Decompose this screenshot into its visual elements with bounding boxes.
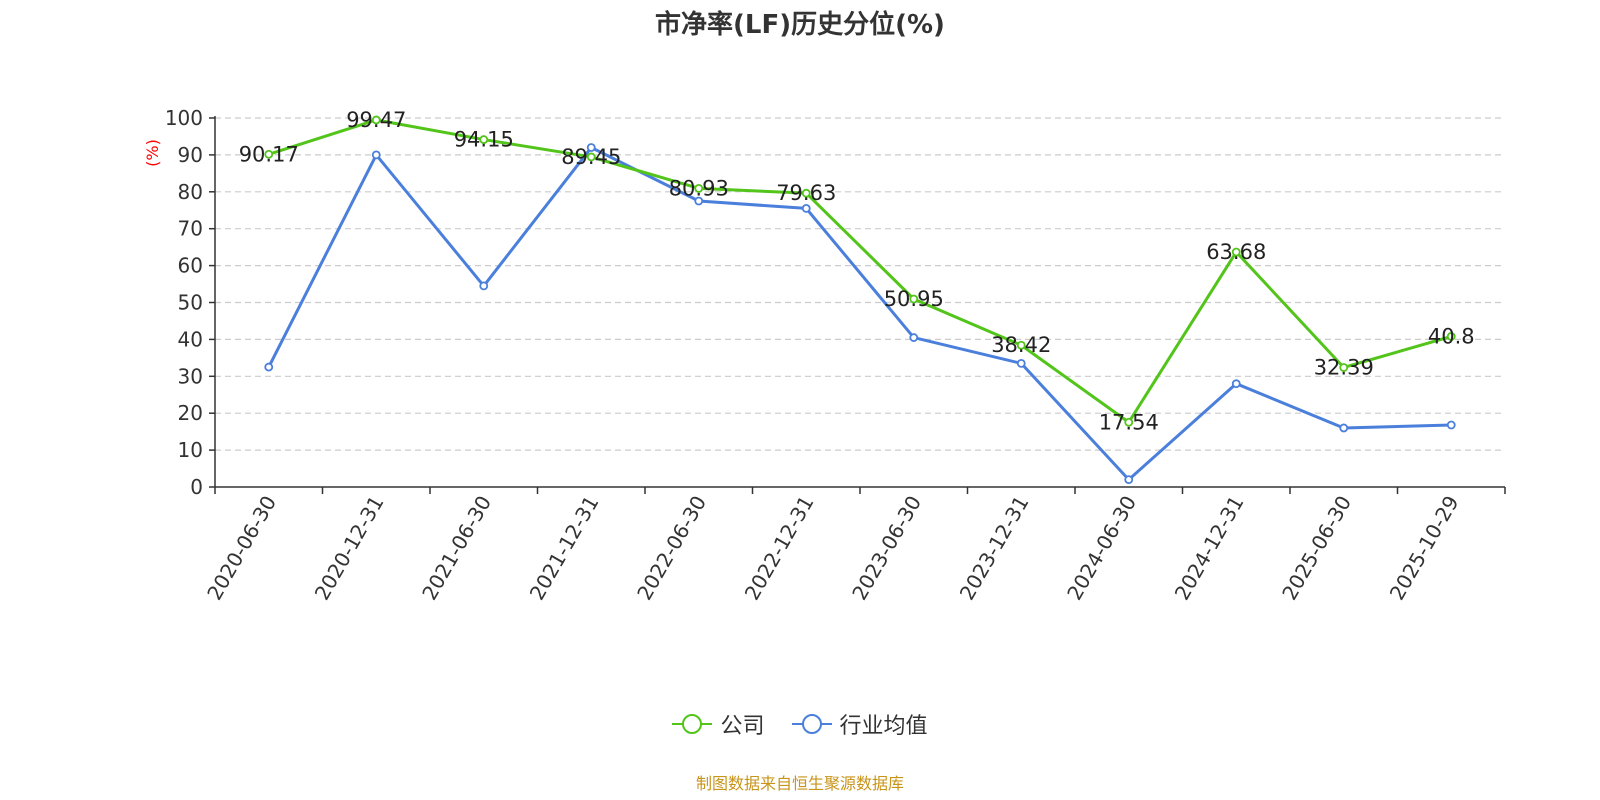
data-label-company-2022-12-31: 79.63 — [776, 181, 836, 205]
data-label-company-2025-06-30: 32.39 — [1314, 355, 1374, 379]
data-point-industry-2025-10-29 — [1446, 420, 1456, 430]
legend-industry-marker-icon — [791, 714, 832, 734]
data-point-industry-2023-06-30 — [909, 333, 919, 342]
y-tick-label-20: 20 — [178, 401, 203, 425]
legend-label-industry: 行业均值 — [839, 714, 928, 739]
data-point-company-2021-06-30 — [479, 135, 489, 144]
data-label-company-2021-06-30: 94.15 — [454, 128, 514, 152]
data-label-company-2025-10-29: 40.8 — [1428, 324, 1475, 348]
data-point-company-2022-12-31 — [801, 188, 811, 198]
x-tick-label-2020-06-30: 2020-06-30 — [202, 492, 281, 605]
series-line-industry — [267, 146, 1452, 482]
data-point-company-2024-12-31 — [1231, 247, 1241, 257]
data-point-industry-2024-06-30 — [1124, 475, 1134, 485]
legend: 公司 行业均值 — [0, 708, 1600, 742]
grid-layer — [215, 117, 1505, 451]
y-tick-label-90: 90 — [178, 143, 203, 167]
x-tick-label-2022-12-31: 2022-12-31 — [740, 492, 819, 605]
data-point-industry-2024-12-31 — [1231, 379, 1241, 389]
y-tick-label-50: 50 — [178, 291, 203, 315]
x-tick-label-2024-12-31: 2024-12-31 — [1170, 492, 1249, 605]
x-tick-label-2025-06-30: 2025-06-30 — [1277, 492, 1356, 605]
data-point-industry-2022-06-30 — [694, 196, 704, 206]
data-point-industry-2025-06-30 — [1339, 423, 1349, 433]
data-point-company-2020-12-31 — [371, 115, 381, 125]
legend-company-marker-icon — [672, 714, 713, 734]
source-note: 制图数据来自恒生聚源数据库 — [695, 774, 904, 793]
x-tick-label-2021-12-31: 2021-12-31 — [525, 492, 604, 605]
legend-label-company: 公司 — [720, 714, 765, 739]
data-label-company-2023-06-30: 50.95 — [884, 287, 944, 311]
x-tick-label-2023-06-30: 2023-06-30 — [847, 492, 926, 605]
series-line-company — [268, 118, 1452, 424]
series-layer — [264, 115, 1456, 485]
data-point-company-2025-06-30 — [1339, 363, 1349, 372]
data-point-industry-2020-06-30 — [264, 362, 274, 372]
data-label-company-2024-06-30: 17.54 — [1099, 410, 1159, 434]
x-tick-label-2024-06-30: 2024-06-30 — [1062, 492, 1141, 605]
data-point-company-2023-06-30 — [909, 294, 919, 304]
data-point-industry-2021-06-30 — [479, 281, 489, 291]
chart-title: 市净率(LF)历史分位(%) — [655, 10, 945, 40]
y-tick-label-100: 100 — [165, 106, 203, 130]
y-axis-unit-label: (%) — [143, 139, 162, 167]
data-label-company-2020-06-30: 90.17 — [239, 142, 299, 166]
x-tick-label-2022-06-30: 2022-06-30 — [632, 492, 711, 605]
legend-item-industry[interactable]: 行业均值 — [791, 708, 928, 740]
data-label-company-2020-12-31: 99.47 — [346, 108, 406, 132]
line-chart: 0 10 20 30 40 50 60 70 80 90 100(%) 2020-06-30 2020-… — [143, 106, 1506, 605]
data-point-industry-2022-12-31 — [801, 204, 811, 213]
legend-item-company[interactable]: 公司 — [672, 708, 765, 740]
data-point-company-2024-06-30 — [1124, 417, 1134, 427]
data-point-industry-2023-12-31 — [1016, 358, 1026, 368]
data-point-company-2025-10-29 — [1446, 332, 1456, 341]
data-label-company-2022-06-30: 80.93 — [669, 176, 729, 200]
x-tick-label-2021-06-30: 2021-06-30 — [417, 492, 496, 605]
data-label-company-2023-12-31: 38.42 — [991, 333, 1051, 357]
y-tick-label-0: 0 — [190, 475, 203, 499]
y-tick-label-10: 10 — [178, 438, 203, 462]
x-tick-label-2023-12-31: 2023-12-31 — [955, 492, 1034, 605]
data-point-industry-2020-12-31 — [371, 150, 381, 160]
data-point-company-2023-12-31 — [1016, 340, 1026, 350]
data-label-company-2024-12-31: 63.68 — [1206, 240, 1266, 264]
label-layer: 90.17 99.47 94.15 89.45 80.93 79.63 50.95 38.42… — [239, 108, 1475, 434]
y-tick-label-60: 60 — [178, 254, 203, 278]
y-tick-label-40: 40 — [178, 327, 203, 351]
data-point-company-2022-06-30 — [694, 183, 704, 193]
data-point-company-2021-12-31 — [586, 152, 596, 162]
y-tick-label-80: 80 — [178, 180, 203, 204]
y-tick-label-70: 70 — [178, 217, 203, 241]
data-label-company-2021-12-31: 89.45 — [561, 145, 621, 169]
x-tick-label-2020-12-31: 2020-12-31 — [310, 492, 389, 605]
y-tick-label-30: 30 — [178, 364, 203, 388]
data-point-company-2020-06-30 — [264, 149, 274, 159]
x-tick-label-2025-10-29: 2025-10-29 — [1385, 492, 1464, 605]
data-point-industry-2021-12-31 — [586, 143, 596, 152]
